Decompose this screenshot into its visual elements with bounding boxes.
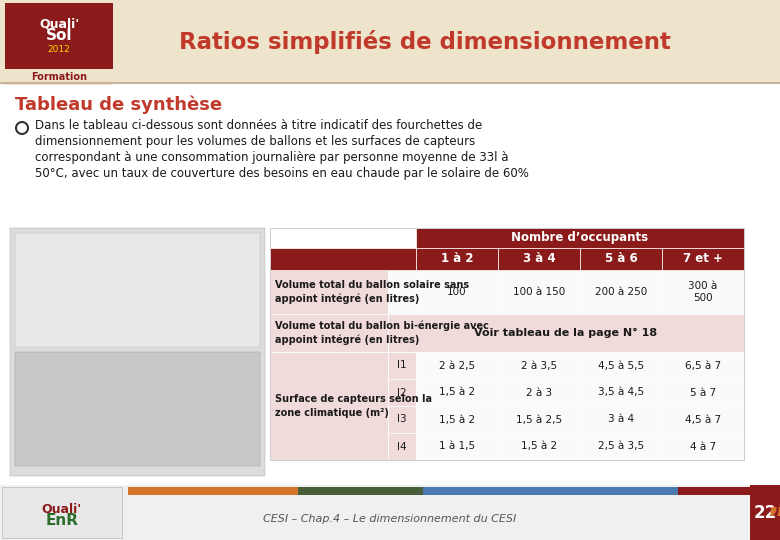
Text: 2 à 3: 2 à 3 (526, 388, 552, 397)
Text: 3,5 à 4,5: 3,5 à 4,5 (598, 388, 644, 397)
Text: Volume total du ballon bi-énergie avec
appoint intégré (en litres): Volume total du ballon bi-énergie avec a… (275, 321, 489, 345)
Text: 3 à 4: 3 à 4 (608, 415, 634, 424)
Text: 100 à 150: 100 à 150 (513, 287, 566, 297)
Bar (416, 270, 498, 314)
Text: 4,5 à 7: 4,5 à 7 (685, 415, 721, 424)
Text: Tableau de synthèse: Tableau de synthèse (15, 95, 222, 113)
Bar (5, 69, 113, 85)
Bar (662, 248, 744, 270)
Bar (388, 433, 416, 460)
Bar (498, 352, 580, 379)
Text: 50°C, avec un taux de couverture des besoins en eau chaude par le solaire de 60%: 50°C, avec un taux de couverture des bes… (35, 167, 529, 180)
Text: Sol: Sol (46, 29, 73, 44)
Bar (15, 233, 260, 347)
Bar (2, 487, 122, 538)
Bar (0, 0, 780, 83)
Bar (662, 270, 744, 314)
Text: Dans le tableau ci-dessous sont données à titre indicatif des fourchettes de: Dans le tableau ci-dessous sont données … (35, 119, 482, 132)
Text: 3 à 4: 3 à 4 (523, 253, 555, 266)
Text: 2012: 2012 (48, 45, 70, 55)
Bar (416, 248, 498, 270)
Bar (128, 487, 298, 495)
Text: EnR: EnR (45, 513, 79, 528)
Bar (270, 352, 388, 460)
Text: 1,5 à 2,5: 1,5 à 2,5 (516, 415, 562, 424)
Text: CESI – Chap.4 – Le dimensionnement du CESI: CESI – Chap.4 – Le dimensionnement du CE… (264, 514, 516, 523)
Bar (270, 228, 744, 460)
Text: 7 et +: 7 et + (683, 253, 723, 266)
Text: correspondant à une consommation journalière par personne moyenne de 33l à: correspondant à une consommation journal… (35, 151, 509, 164)
Text: 200 à 250: 200 à 250 (595, 287, 647, 297)
Text: 2 à 3,5: 2 à 3,5 (521, 361, 557, 370)
Text: dimensionnement pour les volumes de ballons et les surfaces de capteurs: dimensionnement pour les volumes de ball… (35, 135, 475, 148)
Bar (750, 485, 780, 540)
Bar (662, 379, 744, 406)
Text: 2 à 2,5: 2 à 2,5 (439, 361, 475, 370)
Bar (0, 83, 780, 485)
Bar (416, 433, 498, 460)
Text: 300 à
500: 300 à 500 (689, 281, 718, 303)
Text: 1,5 à 2: 1,5 à 2 (521, 442, 557, 451)
Bar (388, 352, 416, 379)
Text: 5 à 6: 5 à 6 (604, 253, 637, 266)
Bar (580, 352, 662, 379)
Bar (5, 3, 113, 69)
Text: l4: l4 (397, 442, 407, 451)
Bar (15, 352, 260, 466)
Bar (298, 487, 423, 495)
Bar (580, 379, 662, 406)
Text: 1 à 2: 1 à 2 (441, 253, 473, 266)
Text: Voir tableau de la page N° 18: Voir tableau de la page N° 18 (474, 328, 658, 338)
Text: 5 à 7: 5 à 7 (690, 388, 716, 397)
Bar (678, 487, 780, 495)
Text: 1,5 à 2: 1,5 à 2 (439, 388, 475, 397)
Bar (580, 433, 662, 460)
Text: l3: l3 (397, 415, 407, 424)
Text: 2,5 à 3,5: 2,5 à 3,5 (598, 442, 644, 451)
Text: Nombre d’occupants: Nombre d’occupants (512, 232, 648, 245)
Bar (498, 433, 580, 460)
Text: 1,5 à 2: 1,5 à 2 (439, 415, 475, 424)
Text: 1 à 1,5: 1 à 1,5 (439, 442, 475, 451)
Bar (498, 379, 580, 406)
Bar (662, 433, 744, 460)
Bar (498, 270, 580, 314)
Bar (416, 379, 498, 406)
Text: ”: ” (766, 506, 780, 535)
Bar (388, 406, 416, 433)
Bar (388, 379, 416, 406)
Bar (416, 406, 498, 433)
Text: l1: l1 (397, 361, 407, 370)
Bar (662, 352, 744, 379)
Bar (423, 487, 678, 495)
Text: 100: 100 (447, 287, 466, 297)
Bar (416, 352, 498, 379)
Bar (270, 270, 388, 314)
Text: Ratios simplifiés de dimensionnement: Ratios simplifiés de dimensionnement (179, 30, 671, 54)
Text: Formation: Formation (31, 72, 87, 82)
Bar (498, 406, 580, 433)
Text: 6,5 à 7: 6,5 à 7 (685, 361, 721, 370)
Text: Surface de capteurs selon la
zone climatique (m²): Surface de capteurs selon la zone climat… (275, 394, 432, 417)
Text: 4,5 à 5,5: 4,5 à 5,5 (598, 361, 644, 370)
Text: l2: l2 (397, 388, 407, 397)
Bar (388, 314, 744, 352)
Bar (580, 270, 662, 314)
Bar (498, 248, 580, 270)
Bar (10, 228, 265, 476)
Bar (388, 270, 416, 314)
Text: Volume total du ballon solaire sans
appoint intégré (en litres): Volume total du ballon solaire sans appo… (275, 280, 469, 304)
Bar (580, 248, 662, 270)
Bar (270, 248, 416, 270)
Bar (580, 406, 662, 433)
Text: 4 à 7: 4 à 7 (690, 442, 716, 451)
Bar (270, 314, 388, 352)
Bar (416, 228, 744, 248)
Bar (662, 406, 744, 433)
Text: Quali': Quali' (39, 17, 79, 30)
Bar (0, 485, 780, 540)
Text: Quali': Quali' (42, 502, 82, 515)
Text: 22: 22 (753, 503, 777, 522)
